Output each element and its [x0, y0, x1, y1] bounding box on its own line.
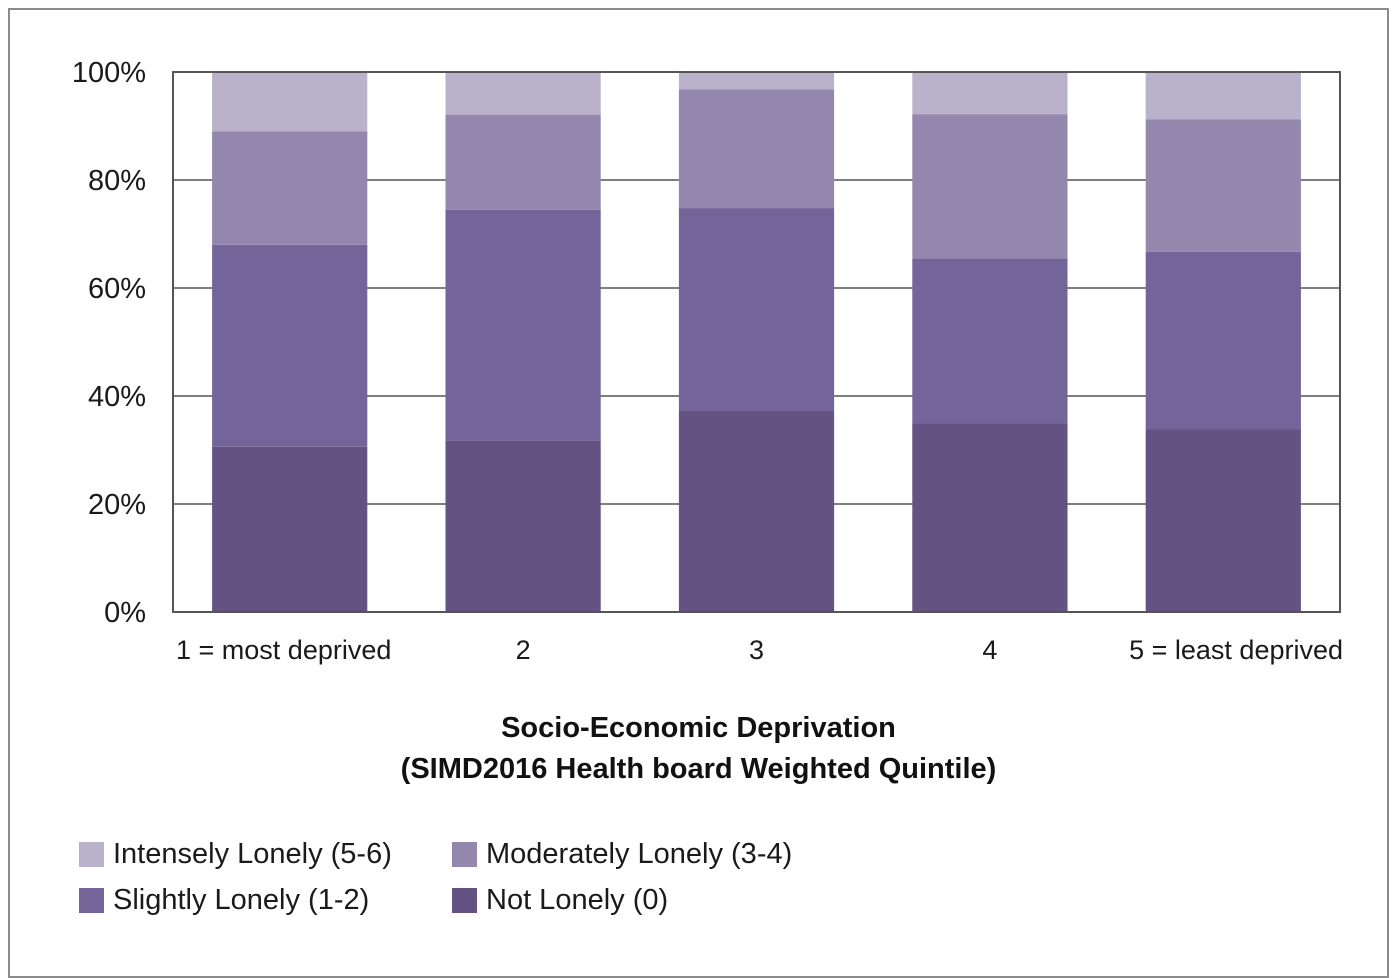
legend-item: Moderately Lonely (3-4)	[452, 838, 792, 871]
bar-segment-slightly-lonely-1-2	[678, 208, 835, 411]
bar-segment-slightly-lonely-1-2	[212, 244, 368, 447]
legend-item: Not Lonely (0)	[452, 884, 668, 917]
y-tick-label: 60%	[88, 273, 146, 305]
legend-item: Slightly Lonely (1-2)	[79, 884, 369, 917]
bar-segment-not-lonely-0	[678, 410, 835, 612]
x-axis-title-line-2: (SIMD2016 Health board Weighted Quintile…	[400, 753, 997, 785]
plot-area-border	[172, 71, 1341, 613]
legend-swatch	[79, 842, 104, 867]
legend-swatch	[452, 842, 477, 867]
x-axis-title-line-1: Socio-Economic Deprivation	[501, 712, 896, 744]
y-tick-label: 20%	[88, 489, 146, 521]
x-axis-ticks: 1 = most deprived 2 3 4 5 = least deprived	[176, 635, 1343, 665]
bar-segment-not-lonely-0	[445, 440, 601, 612]
legend-label: Intensely Lonely (5-6)	[113, 838, 392, 870]
bar-segment-moderately-lonely-3-4	[1145, 119, 1301, 252]
y-tick-label: 0%	[104, 597, 146, 629]
bar-segment-intensely-lonely-5-6	[912, 72, 1068, 115]
bar-segment-slightly-lonely-1-2	[912, 258, 1068, 424]
bar-segment-not-lonely-0	[1145, 429, 1301, 612]
bars	[212, 72, 1301, 612]
x-axis-title: Socio-Economic Deprivation (SIMD2016 Hea…	[0, 708, 1397, 790]
bar-segment-intensely-lonely-5-6	[1145, 72, 1301, 120]
bar-segment-moderately-lonely-3-4	[678, 89, 835, 209]
legend-label: Moderately Lonely (3-4)	[486, 838, 793, 870]
bar-segment-slightly-lonely-1-2	[445, 209, 601, 441]
x-tick-label: 4	[982, 635, 997, 665]
legend-swatch	[79, 888, 104, 913]
y-tick-label: 100%	[72, 57, 146, 89]
bar-segment-moderately-lonely-3-4	[912, 114, 1068, 259]
bar-segment-moderately-lonely-3-4	[212, 131, 368, 245]
legend-label: Slightly Lonely (1-2)	[113, 884, 370, 916]
bar-segment-intensely-lonely-5-6	[212, 72, 368, 132]
x-tick-label: 3	[749, 635, 764, 665]
y-tick-label: 40%	[88, 381, 146, 413]
x-tick-label: 2	[516, 635, 531, 665]
x-tick-label: 1 = most deprived	[176, 635, 391, 665]
bar-segment-slightly-lonely-1-2	[1145, 251, 1301, 430]
bar-segment-moderately-lonely-3-4	[445, 114, 601, 210]
bar-segment-not-lonely-0	[912, 423, 1068, 612]
y-tick-label: 80%	[88, 165, 146, 197]
bar-segment-intensely-lonely-5-6	[678, 72, 835, 90]
legend-item: Intensely Lonely (5-6)	[79, 838, 392, 871]
legend-swatch	[452, 888, 477, 913]
y-axis-ticks: 0% 20% 40% 60% 80% 100%	[72, 57, 146, 629]
legend-label: Not Lonely (0)	[486, 884, 669, 916]
bar-segment-not-lonely-0	[212, 446, 368, 612]
x-tick-label: 5 = least deprived	[1129, 635, 1343, 665]
bar-segment-intensely-lonely-5-6	[445, 72, 601, 115]
